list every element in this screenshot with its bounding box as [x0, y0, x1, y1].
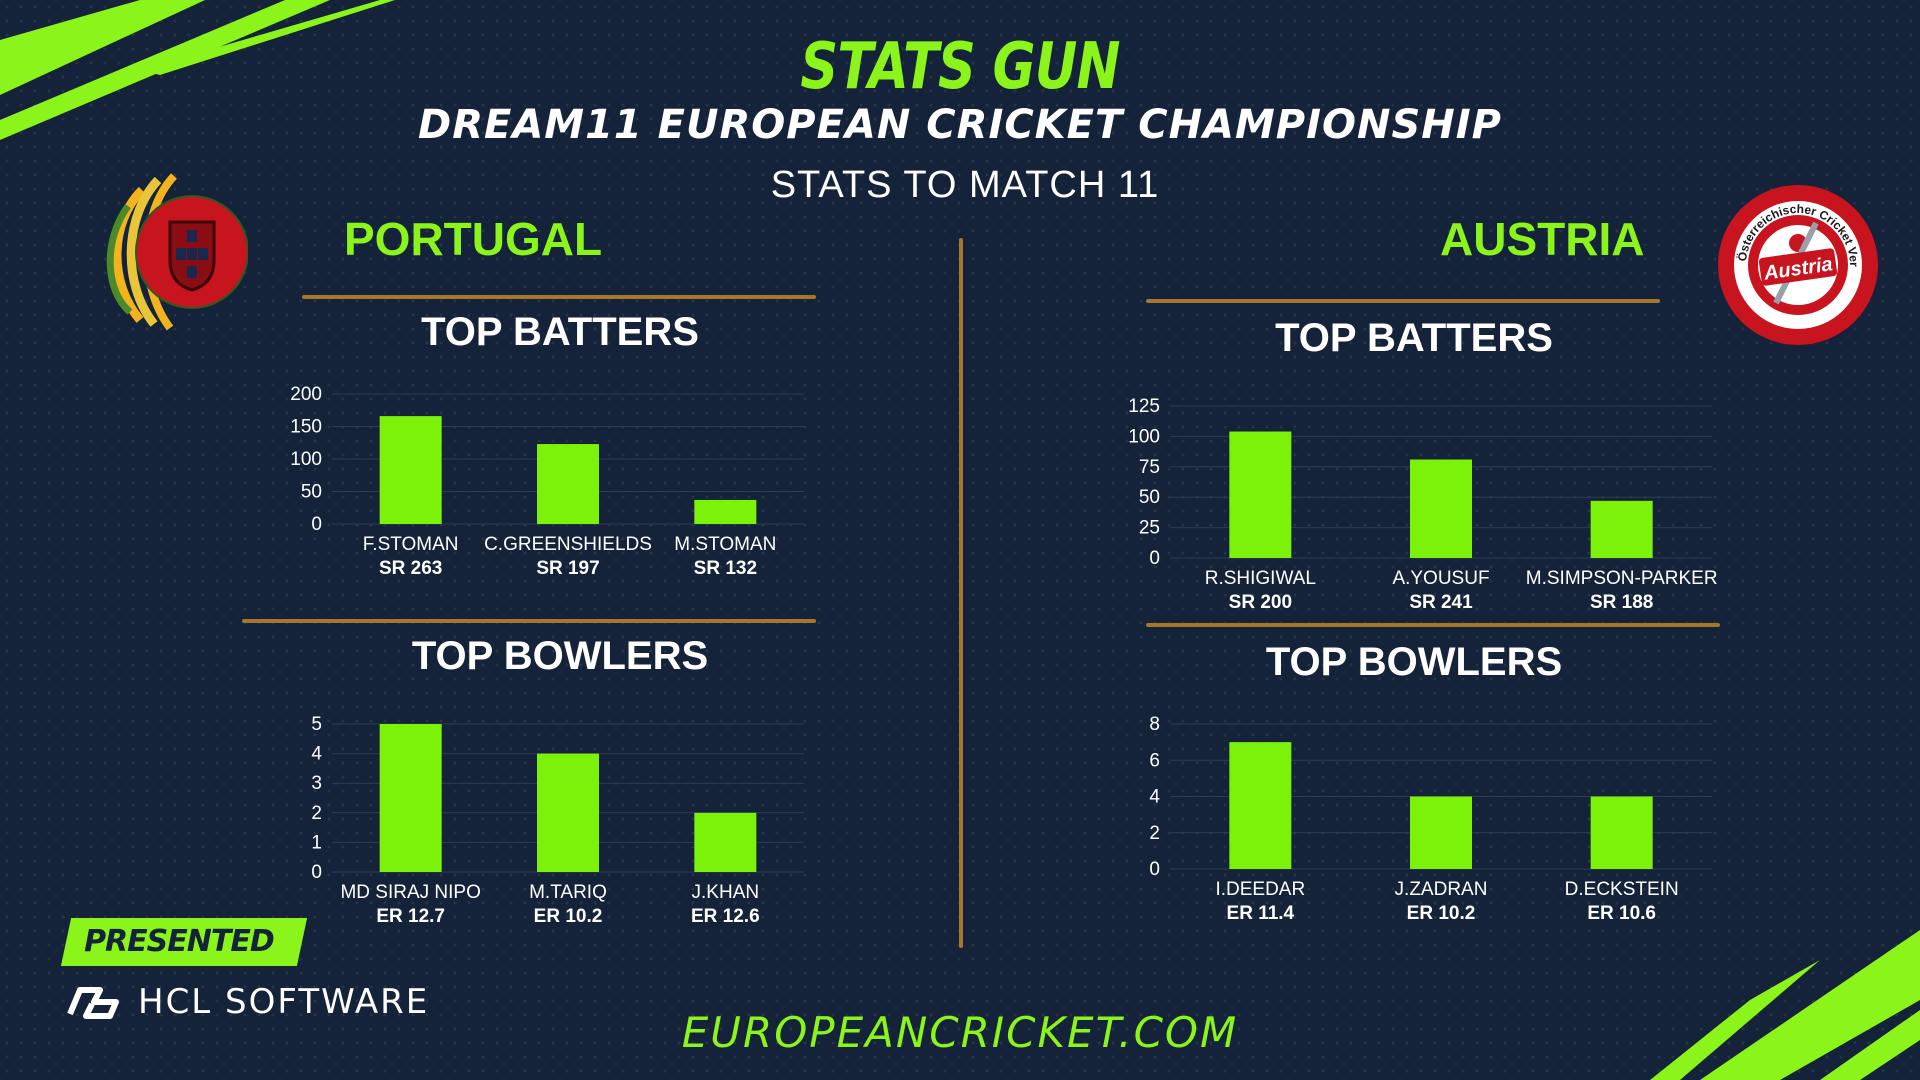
sponsor-name: HCL SOFTWARE	[138, 982, 430, 1022]
y-tick-label: 25	[1139, 518, 1160, 539]
bar-j-khan	[694, 812, 757, 872]
right-batters-title: TOP BATTERS	[1275, 316, 1553, 360]
bar-m-tariq	[537, 753, 599, 872]
x-sublabel: SR 200	[1229, 592, 1292, 613]
y-tick-label: 0	[1149, 548, 1160, 569]
y-tick-label: 0	[311, 514, 322, 535]
bar-md-siraj-nipo	[379, 724, 442, 872]
x-category-label: D.ECKSTEIN	[1565, 879, 1679, 900]
y-tick-label: 200	[290, 384, 322, 405]
x-sublabel: ER 10.2	[534, 906, 603, 927]
footer-url[interactable]: EUROPEANCRICKET.COM	[681, 1008, 1239, 1057]
page-subtitle: DREAM11 EUROPEAN CRICKET CHAMPIONSHIP	[418, 102, 1502, 148]
x-sublabel: SR 188	[1590, 592, 1653, 613]
y-tick-label: 6	[1149, 750, 1160, 771]
x-category-label: A.YOUSUF	[1392, 568, 1489, 589]
x-sublabel: ER 11.4	[1227, 903, 1295, 924]
y-tick-label: 4	[311, 744, 322, 765]
y-tick-label: 3	[311, 773, 322, 794]
y-tick-label: 5	[311, 714, 322, 735]
presented-by-badge: PRESENTED BY	[60, 918, 308, 1007]
x-category-label: R.SHIGIWAL	[1205, 568, 1316, 589]
y-tick-label: 100	[290, 449, 322, 470]
bar-d-eckstein	[1590, 796, 1653, 869]
portugal-bowlers-chart: 0 1 2 3 4 5 MD SIRAJ NIPO ER 12.7 M.TARIQ ER 10.2…	[311, 714, 804, 927]
y-tick-label: 1	[311, 832, 322, 853]
portugal-cricket-logo-icon	[106, 173, 248, 331]
left-mid-rule	[242, 619, 816, 623]
bar-r-shigiwal	[1229, 431, 1292, 558]
y-tick-label: 8	[1149, 714, 1160, 735]
right-bowlers-title: TOP BOWLERS	[1265, 640, 1563, 684]
y-tick-label: 100	[1128, 426, 1160, 447]
x-category-label: J.ZADRAN	[1395, 879, 1488, 900]
y-tick-label: 150	[290, 417, 322, 438]
center-divider	[959, 238, 963, 948]
right-mid-rule	[1146, 623, 1720, 627]
x-sublabel: ER 10.6	[1587, 903, 1656, 924]
x-sublabel: ER 12.6	[691, 906, 760, 927]
x-category-label: M.STOMAN	[674, 534, 776, 555]
page-title: STATS GUN	[800, 30, 1120, 104]
x-category-label: M.TARIQ	[529, 882, 607, 903]
y-tick-label: 2	[311, 803, 322, 824]
x-sublabel: SR 241	[1409, 592, 1473, 613]
x-category-label: M.SIMPSON-PARKER	[1526, 568, 1718, 589]
left-batters-title: TOP BATTERS	[421, 310, 699, 354]
bar-m-stoman	[694, 499, 757, 524]
left-bowlers-title: TOP BOWLERS	[411, 634, 709, 678]
left-team-name: PORTUGAL	[344, 213, 603, 265]
y-tick-label: 50	[1139, 487, 1160, 508]
austria-cricket-logo-icon: Austria Österreichischer Cricket Verband	[1716, 183, 1878, 345]
bar-c-greenshields	[537, 444, 599, 524]
bar-j-zadran	[1410, 796, 1472, 869]
y-tick-label: 125	[1128, 396, 1160, 417]
x-category-label: F.STOMAN	[363, 534, 459, 555]
portugal-batters-chart: 0 50 100 150 200 F.STOMAN SR 263 C.GREENSHIELDS…	[290, 384, 804, 579]
y-tick-label: 2	[1149, 823, 1160, 844]
y-tick-label: 50	[301, 482, 322, 503]
bar-i-deedar	[1229, 742, 1292, 869]
x-category-label: J.KHAN	[692, 882, 760, 903]
x-category-label: C.GREENSHIELDS	[484, 534, 652, 555]
y-tick-label: 0	[311, 862, 322, 883]
x-category-label: I.DEEDAR	[1215, 879, 1305, 900]
stats-label: STATS TO MATCH 11	[770, 164, 1160, 206]
bar-f-stoman	[379, 416, 442, 524]
left-top-rule	[302, 295, 816, 299]
x-sublabel: SR 132	[694, 558, 757, 579]
bar-m-simpson-parker	[1590, 500, 1653, 558]
austria-batters-chart: 0 25 50 75 100 125 R.SHIGIWAL SR 200 A.YOUSUF SR …	[1128, 396, 1718, 613]
y-tick-label: 0	[1149, 859, 1160, 880]
bar-a-yousuf	[1410, 459, 1472, 558]
hcl-logo-icon	[67, 987, 119, 1019]
x-sublabel: ER 12.7	[376, 906, 445, 927]
austria-bowlers-chart: 0 2 4 6 8 I.DEEDAR ER 11.4 J.ZADRAN ER 10.2 D.ECK…	[1149, 714, 1712, 924]
y-tick-label: 4	[1149, 787, 1160, 808]
x-sublabel: SR 197	[536, 558, 599, 579]
y-tick-label: 75	[1139, 457, 1160, 478]
x-sublabel: SR 263	[379, 558, 442, 579]
right-top-rule	[1146, 299, 1660, 303]
x-category-label: MD SIRAJ NIPO	[340, 882, 480, 903]
right-team-name: AUSTRIA	[1440, 213, 1645, 265]
x-sublabel: ER 10.2	[1407, 903, 1476, 924]
